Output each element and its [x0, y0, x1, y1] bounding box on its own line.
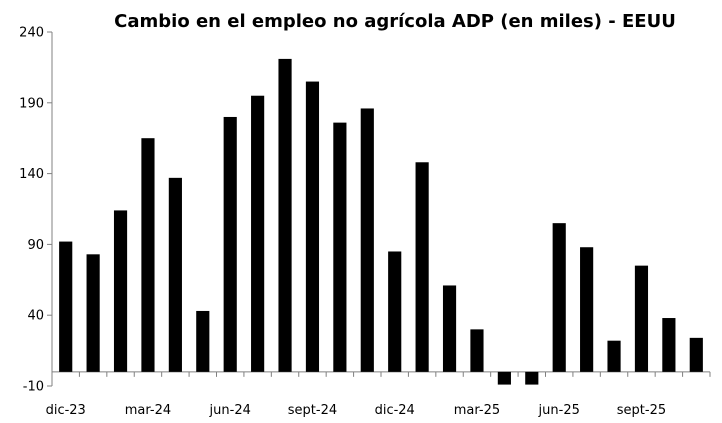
bar-ago-25 [607, 340, 621, 372]
y-tick-label: -10 [23, 380, 44, 395]
bar-jun-25 [552, 223, 566, 372]
x-axis: dic-23 mar-24 jun-24 sept-24 dic-24 mar-25 jun… [46, 371, 711, 418]
y-tick-label: 240 [19, 26, 44, 41]
x-tick-label: dic-23 [46, 403, 86, 418]
bar-dic-23 [59, 241, 73, 372]
y-tick-label: 140 [19, 167, 44, 182]
bar-feb-24 [113, 210, 128, 372]
bar-jul-25 [580, 247, 594, 372]
bar-dic-24 [388, 251, 402, 372]
bar-ene-25 [415, 162, 429, 372]
bar-nov-24 [360, 108, 374, 372]
bar-abr-24 [168, 177, 182, 372]
bar-mar-25 [470, 329, 484, 372]
y-axis: -10 40 90 140 190 240 [19, 26, 53, 395]
bar-ago-24 [278, 58, 292, 372]
x-tick-label: jun-25 [538, 403, 580, 418]
y-tick-label: 190 [19, 96, 44, 111]
bar-abr-25 [497, 371, 511, 385]
bar-may-25 [525, 371, 539, 385]
x-tick-label: mar-25 [454, 403, 500, 418]
x-tick-label: sept-24 [288, 403, 337, 418]
bar-jul-24 [251, 95, 265, 372]
bars [59, 58, 703, 385]
bar-oct-24 [333, 122, 347, 372]
x-tick-label: mar-24 [125, 403, 171, 418]
bar-mar-24 [141, 138, 155, 372]
x-tick-label: jun-24 [209, 403, 251, 418]
bar-nov-25 [689, 337, 703, 372]
chart-title: Cambio en el empleo no agrícola ADP (en … [114, 11, 676, 32]
bar-jun-24 [223, 116, 237, 372]
y-tick-label: 90 [27, 238, 44, 253]
bar-may-24 [196, 310, 210, 372]
bar-ene-24 [86, 254, 100, 372]
x-tick-label: sept-25 [617, 403, 666, 418]
bar-sept-25 [634, 265, 649, 372]
bar-feb-25 [442, 285, 457, 372]
x-tick-label: dic-24 [375, 403, 415, 418]
y-tick-label: 40 [27, 309, 44, 324]
bar-oct-25 [662, 318, 676, 372]
bar-sept-24 [305, 81, 320, 372]
